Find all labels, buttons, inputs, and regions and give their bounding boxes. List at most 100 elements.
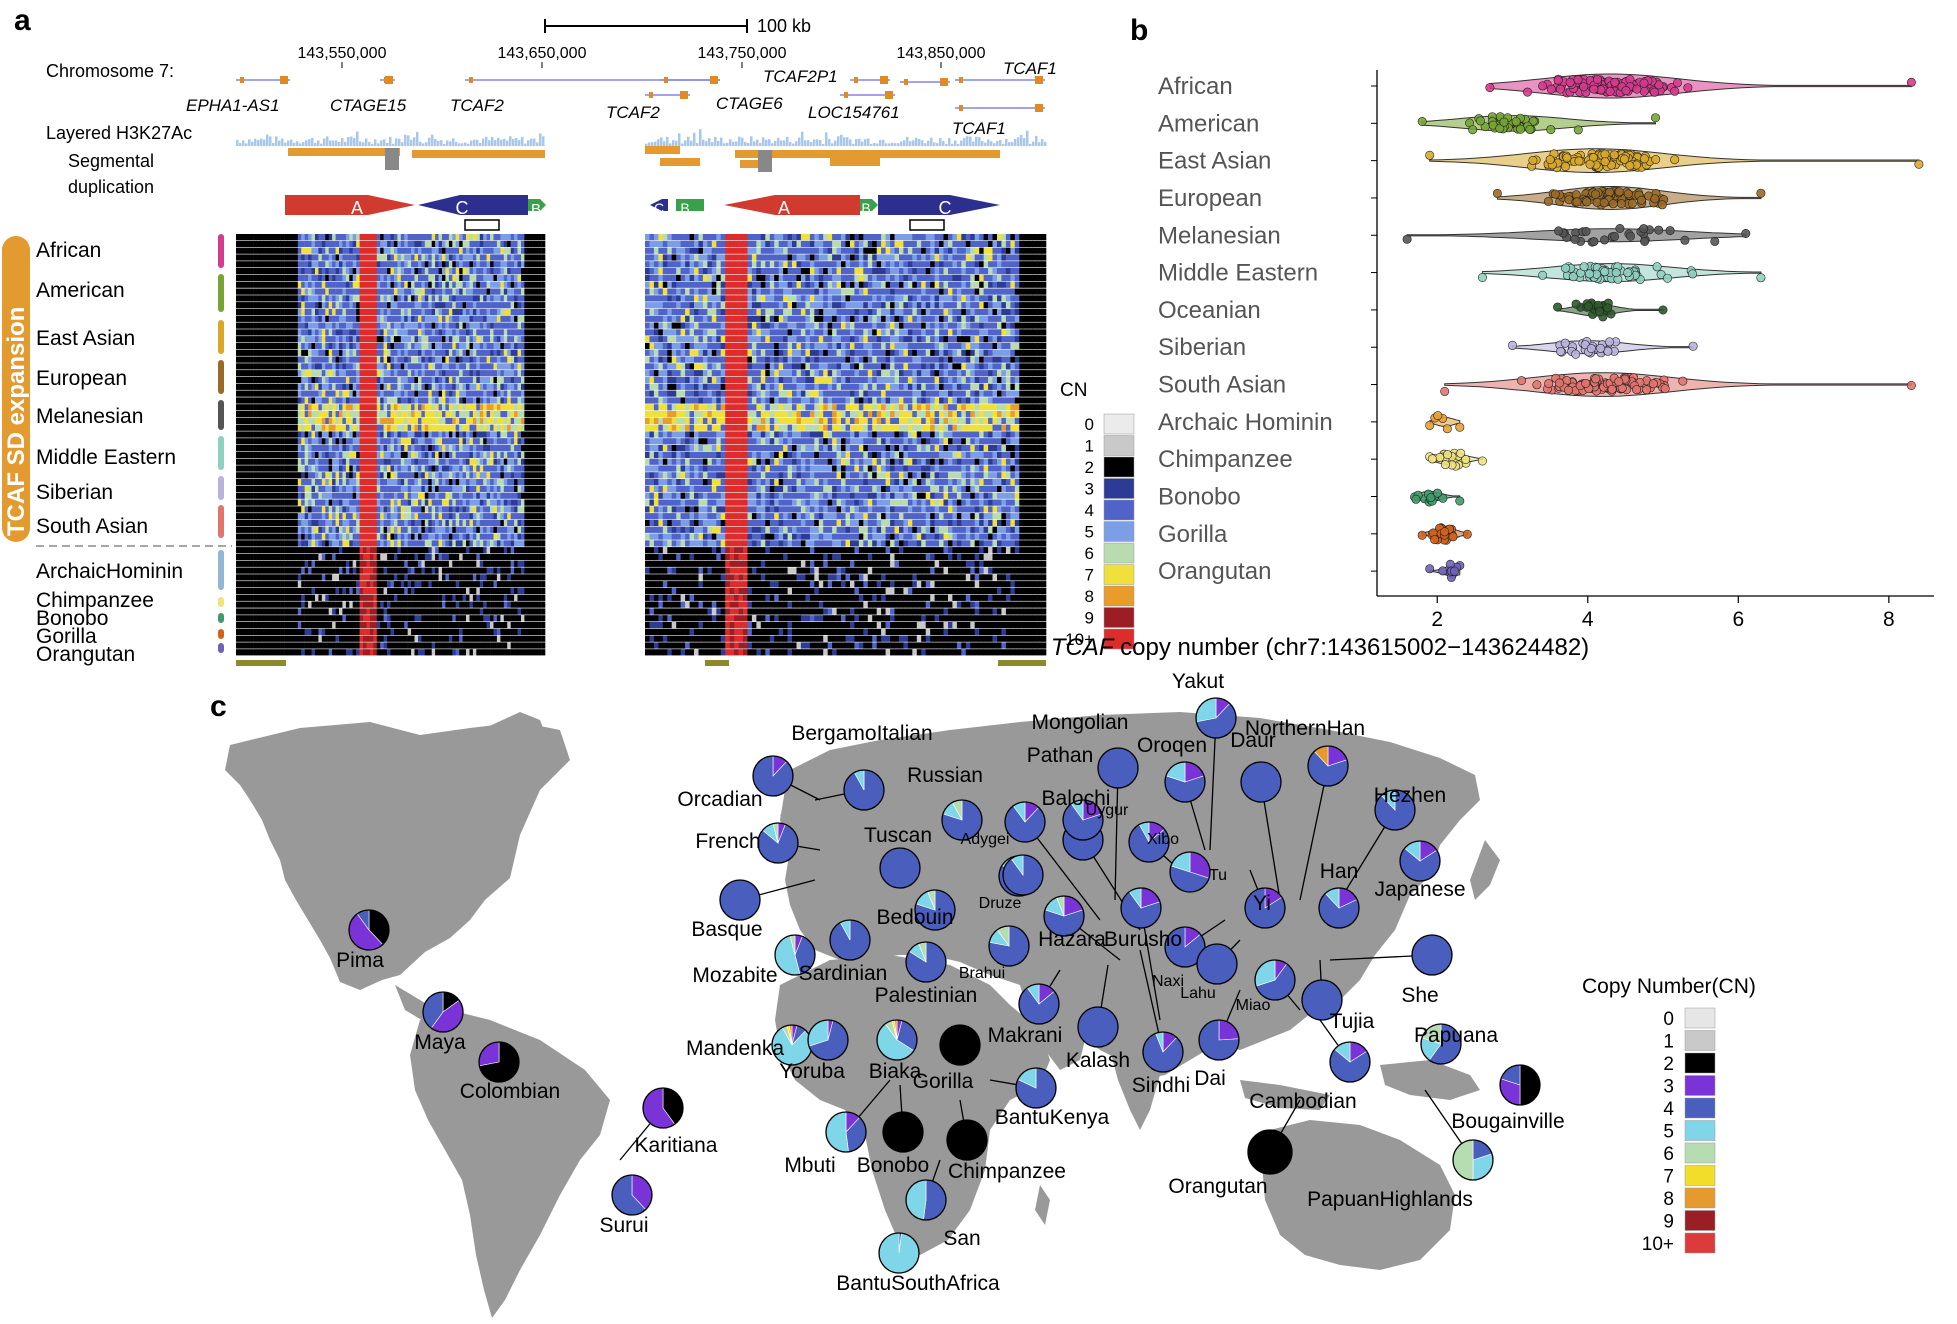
heatmap-cell (352, 383, 357, 390)
heatmap-cell (424, 240, 429, 247)
heatmap-cell (531, 261, 535, 268)
heatmap-cell (342, 513, 347, 520)
heatmap-cell (404, 295, 408, 302)
heatmap-cell (507, 438, 511, 445)
heatmap-cell (479, 302, 484, 309)
heatmap-cell (476, 274, 480, 281)
heatmap-cell (239, 581, 244, 588)
heatmap-cell (490, 363, 494, 370)
heatmap-cell (503, 472, 508, 479)
heatmap-cell (369, 485, 374, 492)
heatmap-cell (280, 526, 285, 533)
heatmap-cell (431, 540, 436, 547)
heatmap-cell (397, 281, 402, 288)
heatmap-cell (428, 499, 432, 506)
heatmap-cell (514, 397, 518, 404)
heatmap-cell (280, 342, 285, 350)
heatmap-cell (428, 383, 432, 390)
heatmap-cell (424, 567, 429, 574)
heatmap-cell (325, 397, 329, 404)
heatmap-cell (479, 329, 484, 336)
heatmap-cell (486, 397, 491, 404)
h3k27ac-track (236, 129, 1047, 146)
heatmap-cell (315, 356, 319, 363)
heatmap-cell (325, 308, 329, 316)
heatmap-cell (524, 479, 529, 486)
heatmap-cell (438, 499, 443, 506)
heatmap-cell (424, 302, 429, 309)
h3k27ac-signal (419, 141, 422, 146)
heatmap-cell (332, 288, 336, 295)
heatmap-cell (486, 424, 491, 431)
h3k27ac-signal (392, 143, 395, 146)
heatmap-cell (541, 438, 546, 445)
heatmap-cell (452, 479, 456, 486)
heatmap-cell (287, 281, 292, 288)
heatmap-cell (352, 234, 357, 241)
heatmap-cell (332, 567, 336, 574)
heatmap-cell (483, 356, 487, 363)
heatmap-cell (421, 547, 426, 554)
heatmap-cell (521, 349, 525, 356)
heatmap-cell (287, 268, 292, 275)
heatmap-cell (280, 397, 285, 404)
heatmap-cell (404, 274, 408, 281)
heatmap-cell (380, 506, 384, 513)
heatmap-cell (476, 513, 480, 520)
sd-arrows-left: A C B (285, 195, 546, 231)
heatmap-cell (407, 274, 412, 281)
heatmap-cell (273, 451, 278, 458)
heatmap-cell (297, 431, 302, 438)
heatmap-cell (359, 254, 364, 261)
heatmap-cell (287, 533, 292, 540)
heatmap-cell (524, 411, 529, 418)
heatmap-cell (476, 268, 480, 275)
heatmap-cell (469, 376, 474, 384)
heatmap-cell (311, 560, 316, 567)
heatmap-cell (538, 254, 542, 261)
heatmap-cell (315, 526, 319, 533)
heatmap-cell (527, 363, 532, 370)
heatmap-cell (287, 274, 292, 281)
heatmap-cell (438, 411, 443, 418)
heatmap-cell (435, 397, 439, 404)
heatmap-cell (369, 240, 374, 247)
heatmap-cell (376, 458, 381, 465)
heatmap-cell (459, 308, 463, 316)
heatmap-cell (376, 445, 381, 452)
heatmap-cell (325, 458, 329, 465)
heatmap-cell (418, 424, 422, 431)
heatmap-cell (349, 322, 353, 329)
heatmap-cell (280, 445, 285, 452)
heatmap-cell (486, 261, 491, 268)
heatmap-cell (236, 247, 240, 254)
heatmap-cell (531, 390, 535, 397)
heatmap-cell (510, 445, 515, 452)
heatmap-cell (246, 302, 250, 309)
heatmap-cell (342, 533, 347, 540)
heatmap-cell (236, 240, 240, 247)
heatmap-cell (249, 451, 254, 458)
heatmap-cell (339, 302, 343, 309)
heatmap-cell (383, 553, 388, 561)
heatmap-cell (455, 533, 460, 540)
heatmap-cell (297, 574, 302, 581)
heatmap-cell (414, 322, 419, 329)
heatmap-cell (366, 485, 371, 492)
heatmap-cell (490, 254, 494, 261)
heatmap-cell (277, 342, 281, 350)
heatmap-cell (431, 485, 436, 492)
heatmap-cell (448, 438, 453, 445)
gene-label-2: CTAGE15 (330, 96, 407, 115)
heatmap-cell (510, 553, 515, 561)
heatmap-cell (496, 397, 501, 404)
heatmap-cell (349, 479, 353, 486)
heatmap-cell (393, 567, 398, 574)
heatmap-cell (414, 329, 419, 336)
track-label-sd-2: duplication (68, 177, 154, 197)
heatmap-cell (369, 492, 374, 499)
heatmap-cell (486, 322, 491, 329)
heatmap-cell (287, 329, 292, 336)
heatmap-cell (393, 499, 398, 506)
heatmap-cell (280, 268, 285, 275)
